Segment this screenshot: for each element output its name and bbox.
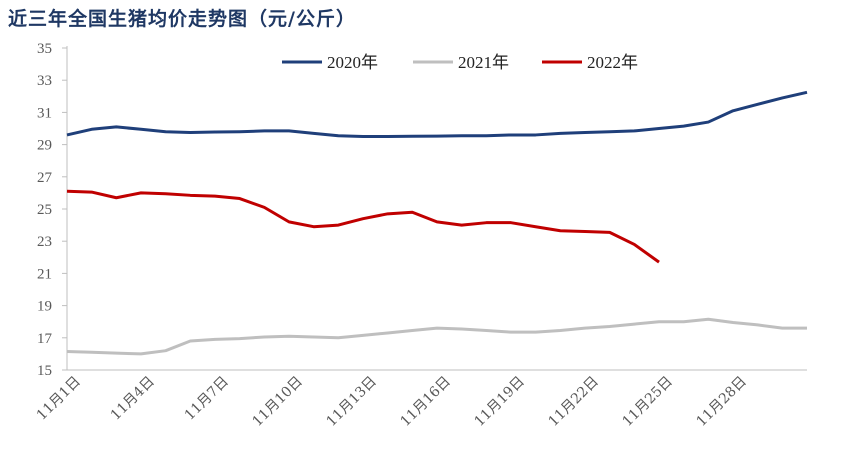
x-tick-label: 11月16日 [398, 374, 454, 430]
series-line-2020年 [66, 90, 808, 139]
y-tick-label: 17 [37, 331, 53, 347]
y-tick-label: 33 [37, 73, 52, 89]
y-tick-label: 19 [37, 299, 52, 315]
x-tick-label: 11月10日 [250, 374, 306, 430]
x-tick-label: 11月1日 [34, 374, 84, 424]
series-line-2021年 [66, 317, 807, 356]
x-tick-label: 11月25日 [620, 374, 676, 430]
legend-label: 2022年 [587, 53, 638, 72]
y-tick-label: 25 [37, 202, 52, 218]
legend-label: 2020年 [327, 53, 378, 72]
y-tick-label: 15 [37, 363, 52, 379]
y-tick-label: 21 [37, 266, 52, 282]
y-tick-label: 31 [37, 105, 52, 121]
y-tick-label: 29 [37, 138, 52, 154]
y-tick-label: 23 [37, 234, 52, 250]
x-tick-label: 11月28日 [694, 374, 750, 430]
x-tick-label: 11月22日 [546, 374, 602, 430]
x-tick-label: 11月19日 [472, 374, 528, 430]
chart-title: 近三年全国生猪均价走势图（元/公斤） [8, 8, 356, 30]
x-tick-label: 11月13日 [324, 374, 380, 430]
series-line-2022年 [66, 189, 660, 264]
x-tick-label: 11月4日 [108, 374, 158, 424]
y-tick-label: 27 [37, 170, 53, 186]
x-tick-label: 11月7日 [182, 374, 232, 424]
legend-label: 2021年 [458, 53, 509, 72]
y-tick-label: 35 [37, 41, 52, 57]
